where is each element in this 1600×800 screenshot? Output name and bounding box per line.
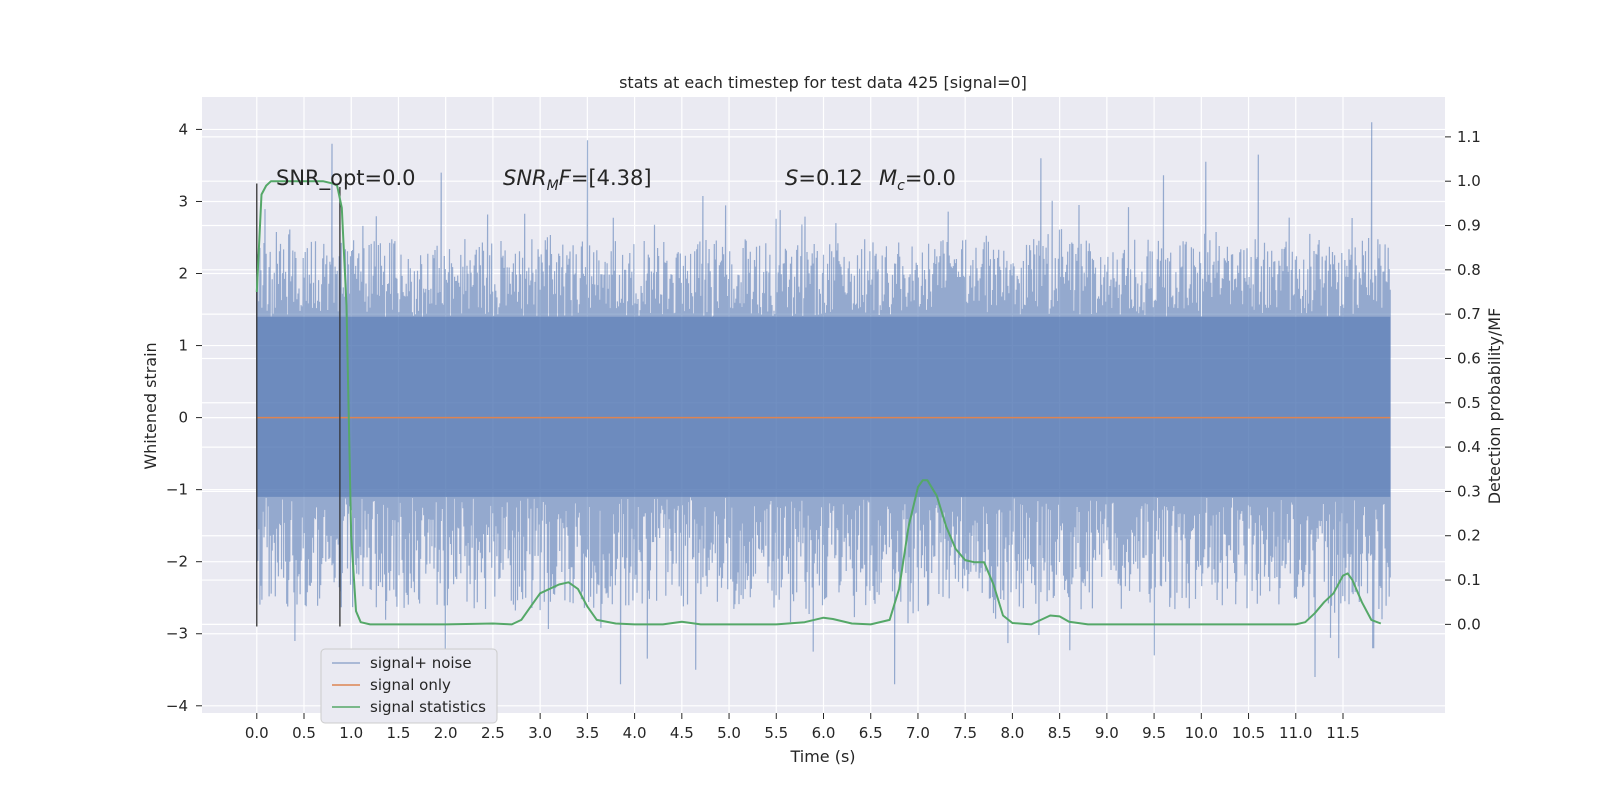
annotation-s: S=0.12: [785, 166, 863, 190]
stats-line: [255, 180, 1382, 626]
y-left-tick-label-1: 3: [178, 192, 188, 210]
y-right-tick-label-2: 0.9: [1457, 217, 1481, 235]
x-tick-label-10: 5.0: [717, 724, 741, 742]
mc-value: =0.0: [905, 166, 956, 190]
mc-symbol: M: [879, 166, 897, 190]
x-tick-label-15: 7.5: [953, 724, 977, 742]
x-tick-label-18: 9.0: [1095, 724, 1119, 742]
y-right-tick-label-7: 0.4: [1457, 438, 1481, 456]
x-tick-label-19: 9.5: [1142, 724, 1166, 742]
snr-mf-symbol: SNR: [503, 166, 547, 190]
y-axis-label-left: Whitened strain: [141, 342, 160, 469]
s-symbol: S: [785, 166, 798, 190]
y-right-tick-label-9: 0.2: [1457, 527, 1481, 545]
chart-title: stats at each timestep for test data 425…: [619, 73, 1027, 92]
legend-box: [320, 648, 498, 724]
x-tick-label-14: 7.0: [906, 724, 930, 742]
noise-series: [256, 122, 1391, 685]
x-tick-label-2: 1.0: [339, 724, 363, 742]
x-tick-label-16: 8.0: [1000, 724, 1024, 742]
annotation-snr-opt: SNR_opt=0.0: [276, 166, 416, 191]
tick-labels: 0.0 0.5 1.0 1.5 2.0 2.5 3.0 3.5 4.0 4.5 5.0 5.5 6.0 6…: [166, 120, 1481, 742]
y-left-tick-label-8: −4: [166, 697, 188, 715]
x-tick-label-23: 11.5: [1326, 724, 1359, 742]
y-right-tick-label-5: 0.6: [1457, 349, 1481, 367]
snr-mf-subscript: M: [547, 178, 559, 194]
annotation-mc: Mc=0.0: [879, 166, 956, 194]
snr-mf-value: =[4.38]: [571, 166, 652, 190]
y-left-tick-label-5: −1: [166, 481, 188, 499]
x-tick-label-22: 11.0: [1279, 724, 1312, 742]
y-axis-label-right: Detection probability/MF: [1485, 308, 1504, 505]
y-left-tick-label-7: −3: [166, 625, 188, 643]
x-tick-label-3: 1.5: [387, 724, 411, 742]
annotation-snr-mf: SNRMF=[4.38]: [503, 166, 652, 194]
x-axis-label: Time (s): [789, 747, 855, 766]
snr-mf-symbol-2: F: [559, 166, 572, 190]
s-value: =0.12: [798, 166, 862, 190]
stats-series: [255, 180, 1382, 626]
legend-label-signal: signal only: [370, 676, 451, 694]
x-tick-label-6: 3.0: [528, 724, 552, 742]
x-tick-label-9: 4.5: [670, 724, 694, 742]
y-right-tick-label-0: 1.1: [1457, 128, 1481, 146]
x-tick-label-11: 5.5: [764, 724, 788, 742]
y-right-tick-label-11: 0.0: [1457, 615, 1481, 633]
x-tick-label-17: 8.5: [1048, 724, 1072, 742]
legend-label-stats: signal statistics: [370, 698, 486, 716]
y-right-tick-label-3: 0.8: [1457, 261, 1481, 279]
legend: signal+ noise signal only signal statist…: [320, 648, 498, 724]
x-tick-label-7: 3.5: [575, 724, 599, 742]
y-right-tick-label-6: 0.5: [1457, 394, 1481, 412]
legend-label-noise: signal+ noise: [370, 654, 472, 672]
y-left-tick-label-6: −2: [166, 553, 188, 571]
mc-subscript: c: [897, 178, 905, 194]
y-left-tick-label-4: 0: [178, 409, 188, 427]
x-tick-label-5: 2.5: [481, 724, 505, 742]
y-left-tick-label-2: 2: [178, 265, 188, 283]
y-right-tick-label-10: 0.1: [1457, 571, 1481, 589]
x-tick-label-8: 4.0: [623, 724, 647, 742]
vertical-markers: [256, 183, 341, 627]
y-right-tick-label-1: 1.0: [1457, 172, 1481, 190]
x-tick-label-12: 6.0: [812, 724, 836, 742]
y-left-tick-label-3: 1: [178, 337, 188, 355]
y-right-tick-label-8: 0.3: [1457, 482, 1481, 500]
x-tick-label-0: 0.0: [245, 724, 269, 742]
x-tick-label-4: 2.0: [434, 724, 458, 742]
x-tick-label-13: 6.5: [859, 724, 883, 742]
x-tick-label-1: 0.5: [292, 724, 316, 742]
noise-trace: [256, 122, 1391, 685]
y-right-tick-label-4: 0.7: [1457, 305, 1481, 323]
x-tick-label-21: 10.5: [1232, 724, 1265, 742]
x-tick-label-20: 10.0: [1185, 724, 1218, 742]
y-left-tick-label-0: 4: [178, 120, 188, 138]
